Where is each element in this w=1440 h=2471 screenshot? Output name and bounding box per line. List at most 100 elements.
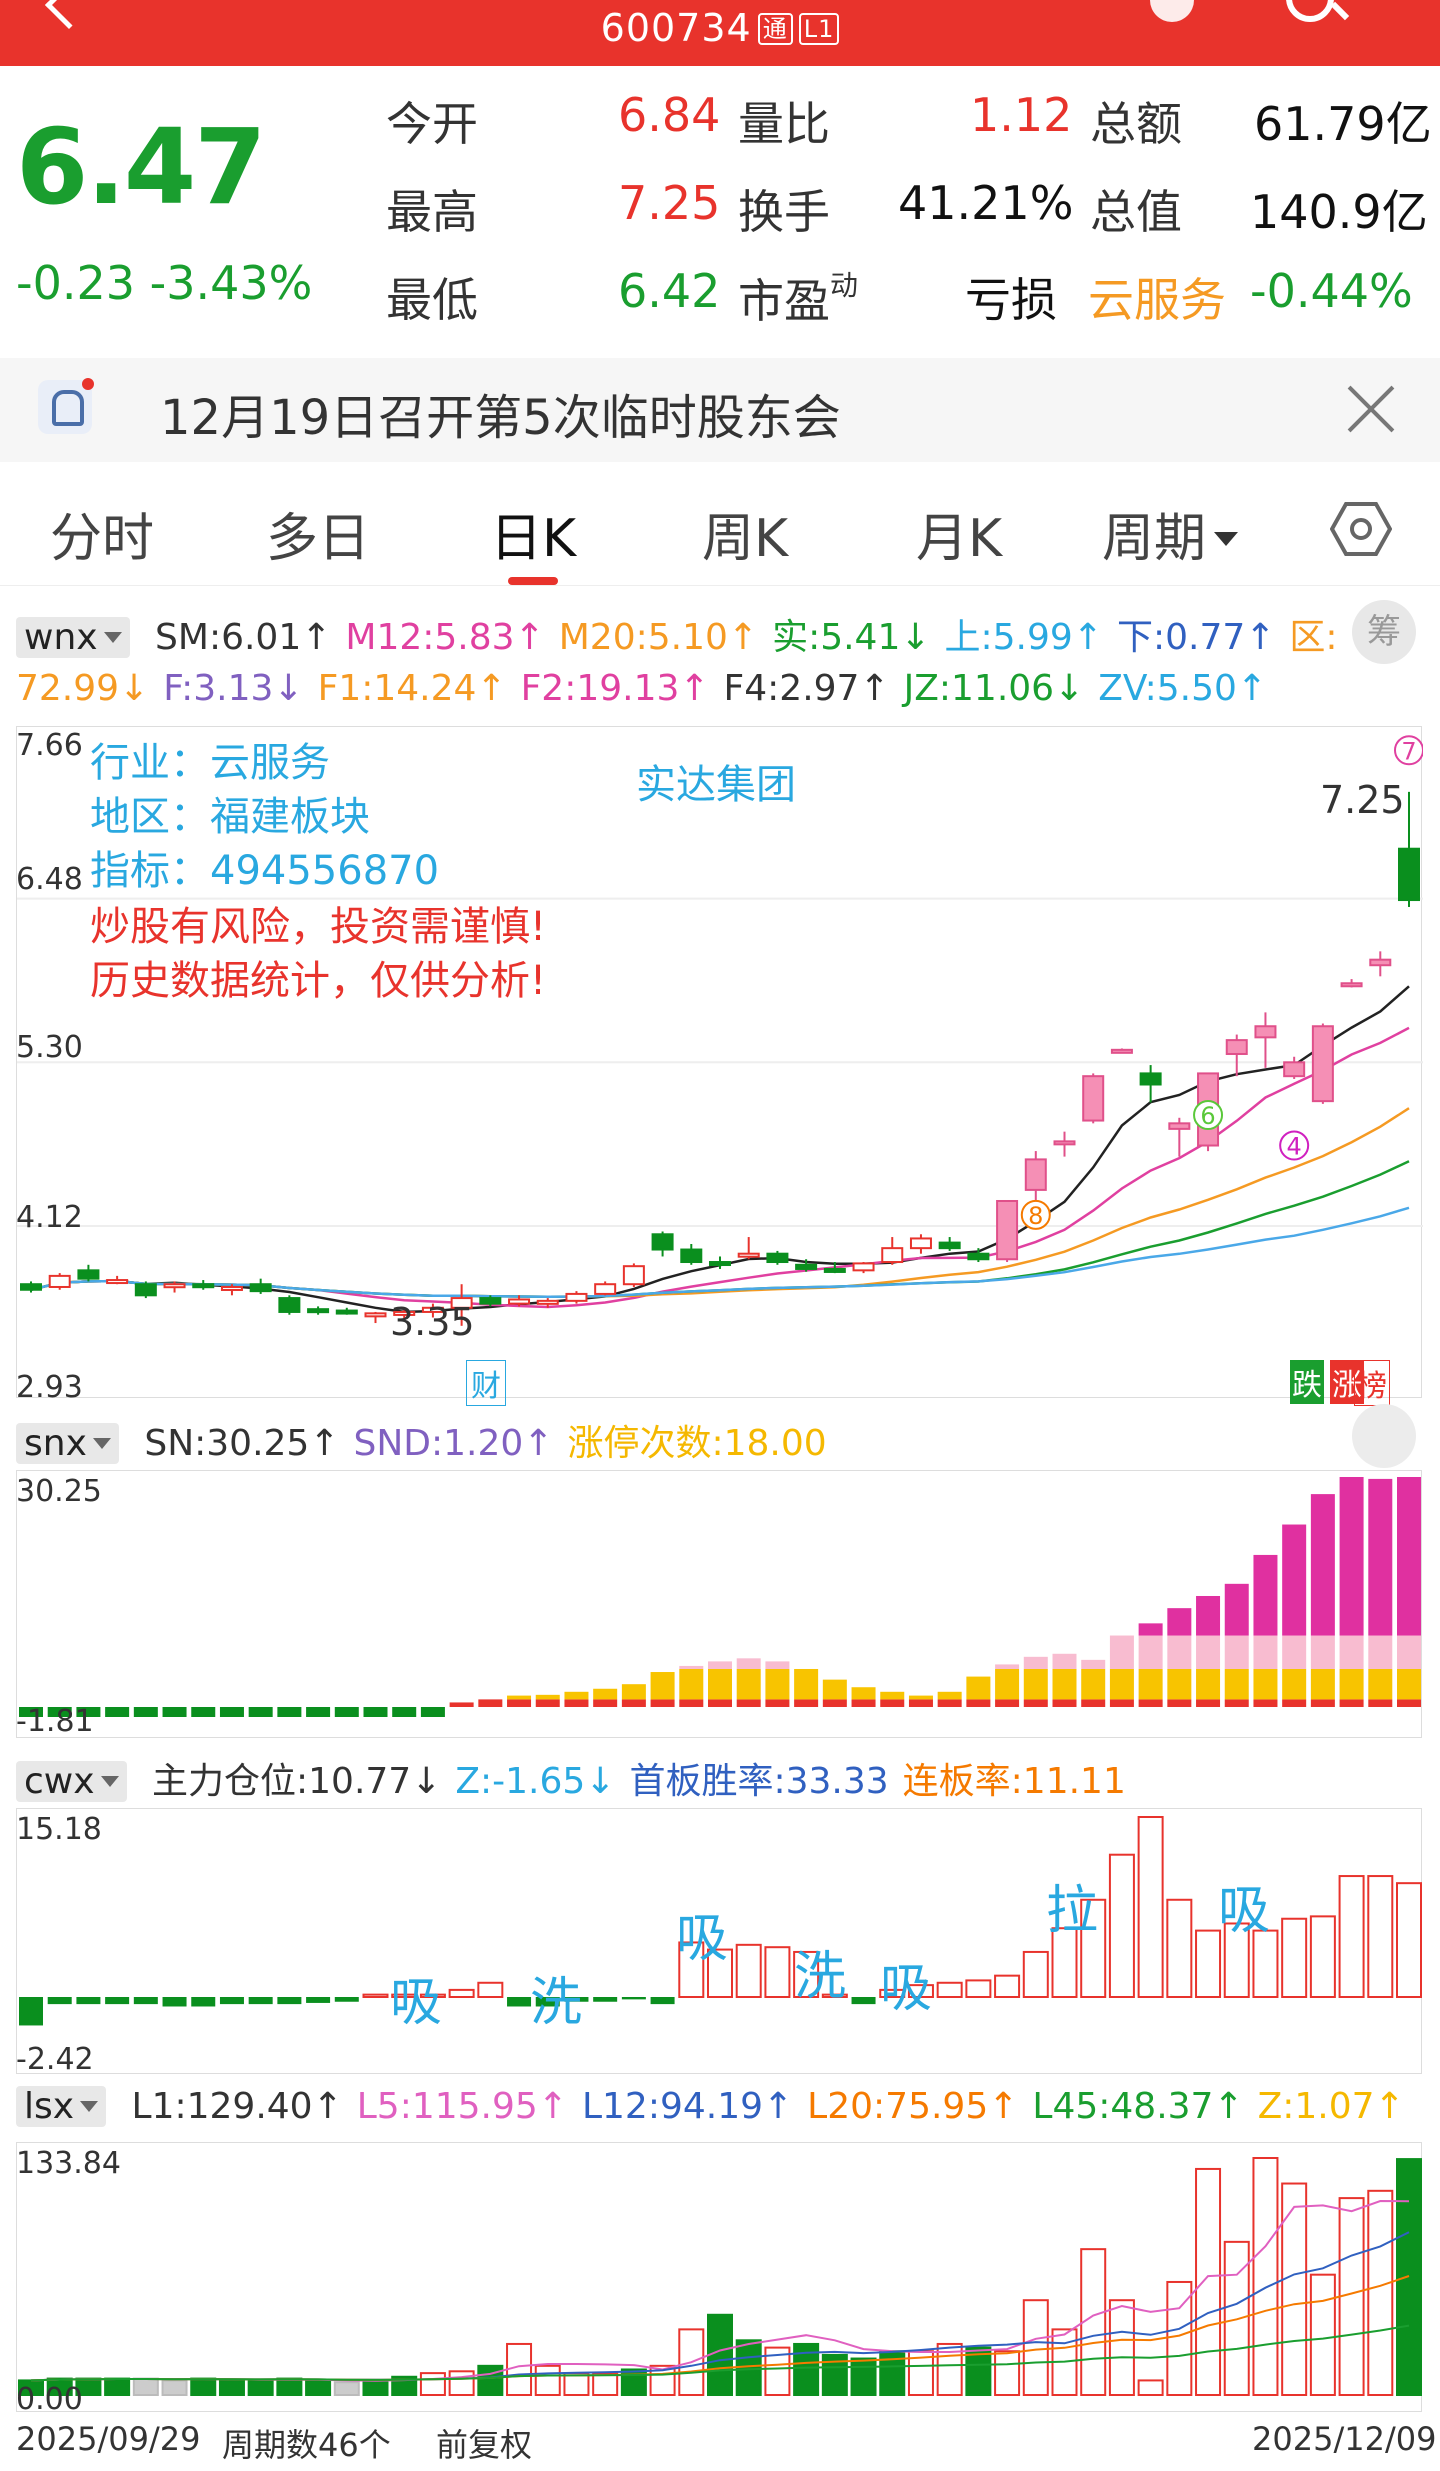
price-axis-4: 4.12: [16, 1200, 83, 1235]
tab-intraday[interactable]: 分时: [50, 509, 155, 569]
snx-bar-pink: [1224, 1635, 1249, 1669]
chip-distribution-button[interactable]: 筹: [1352, 600, 1416, 664]
snx-bar-base: [822, 1699, 847, 1707]
snx-bar-mid: [1109, 1668, 1134, 1700]
financial-report-marker[interactable]: 财: [466, 1360, 506, 1406]
cwxv-item-0: 主力仓位:10.77↓: [152, 1761, 442, 1802]
snx-bar-mid: [1167, 1668, 1192, 1700]
snx-bar-base: [908, 1699, 933, 1707]
drop-list-marker[interactable]: 跌: [1290, 1360, 1324, 1404]
volume-ratio-value: 1.12: [970, 88, 1073, 142]
snx-bar-mid: [995, 1668, 1020, 1700]
tab-multi-day[interactable]: 多日: [266, 509, 371, 569]
snx-bar: [191, 1707, 216, 1717]
lsx-chart[interactable]: [16, 2142, 1422, 2412]
profile-icon[interactable]: [1150, 0, 1194, 22]
cwx-bar-pos: [879, 1988, 906, 1999]
sector-label[interactable]: 云服务: [1088, 273, 1226, 327]
snx-bar-top: [1310, 1494, 1335, 1636]
snx-selector[interactable]: snx: [16, 1423, 119, 1464]
volume-bar: [1022, 2299, 1049, 2396]
stock-code: 600734 通 L1: [0, 6, 1440, 50]
snx-bar-base: [1052, 1699, 1077, 1707]
candle-body: [881, 1247, 904, 1264]
cwx-selector[interactable]: cwx: [16, 1761, 127, 1802]
cwx-bar-neg: [47, 1997, 72, 2005]
notice-text[interactable]: 12月19日召开第5次临时股东会: [160, 390, 841, 446]
low-price-label: 3.35: [390, 1300, 475, 1344]
volume-bar: [247, 2379, 274, 2396]
volume-bar: [965, 2346, 992, 2396]
candle-body: [1369, 958, 1392, 967]
settings-icon[interactable]: [1330, 498, 1392, 560]
cwxv-item-1: Z:-1.65↓: [455, 1761, 616, 1802]
cwx-label-absorb-4: 吸: [1218, 1881, 1271, 1941]
snx-bar-base: [1109, 1699, 1134, 1707]
volume-bar: [1166, 2280, 1193, 2396]
snx-chart[interactable]: [16, 1470, 1422, 1738]
close-icon[interactable]: [1345, 382, 1399, 436]
turnover-rate-label: 换手: [738, 185, 830, 239]
snx-bar-mid: [765, 1668, 790, 1700]
volume-bar: [104, 2377, 131, 2396]
snx-bar-base: [1339, 1699, 1364, 1707]
snx-values: SN:30.25↑ SND:1.20↑ 涨停次数:18.00: [130, 1423, 826, 1464]
wnx2-item-4: F4:2.97↑: [723, 668, 890, 709]
leaderboard-marker[interactable]: 榜: [1354, 1360, 1390, 1406]
cwx-bar-neg: [564, 1997, 589, 2002]
candle-body: [335, 1309, 358, 1315]
sector-change: -0.44%: [1250, 264, 1413, 318]
volume-bar: [391, 2375, 418, 2396]
cwx-bar-pos: [1367, 1875, 1394, 1998]
volume-bar: [161, 2379, 188, 2396]
cwx-bar-neg: [191, 1997, 216, 2007]
candle-body: [163, 1283, 186, 1289]
snx-bar-mid: [736, 1668, 761, 1700]
tab-period[interactable]: 周期: [1102, 496, 1239, 571]
rise-list-marker[interactable]: 涨: [1330, 1360, 1364, 1404]
snx-bar-mid: [593, 1688, 618, 1700]
price-axis-top: 7.66: [16, 728, 83, 763]
market-cap-label: 总值: [1090, 185, 1182, 239]
candle-body: [565, 1292, 588, 1302]
expand-icon[interactable]: [1352, 1404, 1416, 1468]
tab-daily-k[interactable]: 日K: [490, 496, 576, 585]
snxv-item-1: SND:1.20↑: [353, 1423, 554, 1464]
snx-bar-base: [1081, 1699, 1106, 1707]
wnx-selector[interactable]: wnx: [16, 617, 130, 658]
candle-body: [938, 1241, 961, 1250]
candle-body: [77, 1269, 100, 1280]
adjust-mode[interactable]: 前复权: [436, 2426, 533, 2464]
snx-bar-base: [794, 1699, 819, 1707]
snx-bar-mid: [1023, 1668, 1048, 1700]
snx-bar-mid: [1339, 1668, 1364, 1700]
code-text: 600734: [600, 6, 752, 50]
tab-weekly-k[interactable]: 周K: [702, 509, 789, 569]
snx-bar-base: [679, 1699, 704, 1707]
snx-axis-bottom: -1.81: [16, 1704, 94, 1739]
candle-body: [622, 1265, 645, 1286]
tab-monthly-k[interactable]: 月K: [916, 509, 1003, 569]
cwx-bar-pos: [362, 1993, 389, 1999]
cwx-axis-bottom: -2.42: [16, 2042, 94, 2077]
wnx1-item-2: M20:5.10↑: [558, 617, 759, 658]
cwx-values: 主力仓位:10.77↓ Z:-1.65↓ 首板胜率:33.33 连板率:11.11: [138, 1761, 1126, 1802]
snx-axis-top: 30.25: [16, 1474, 102, 1509]
notice-bar[interactable]: 12月19日召开第5次临时股东会: [0, 358, 1440, 462]
candle-body: [450, 1297, 473, 1309]
candle-body: [709, 1261, 731, 1267]
cwx-chart[interactable]: [16, 1808, 1422, 2074]
volume-bar: [678, 2328, 705, 2396]
period-count: 周期数46个: [222, 2426, 391, 2464]
level-tag: L1: [798, 13, 840, 45]
cwx-label-wash-1: 洗: [530, 1973, 583, 2033]
cwx-bar-pos: [1051, 1927, 1078, 1998]
lsx-selector[interactable]: lsx: [16, 2086, 107, 2127]
wnx2-item-1: F:3.13↓: [163, 668, 304, 709]
cwx-bar-pos: [1396, 1882, 1422, 1998]
price-axis-3: 5.30: [16, 1030, 83, 1065]
cwxv-item-2: 首板胜率:33.33: [629, 1761, 889, 1802]
change-value: -0.23: [16, 256, 136, 310]
volume-bar: [190, 2377, 217, 2396]
connect-tag: 通: [757, 13, 793, 45]
